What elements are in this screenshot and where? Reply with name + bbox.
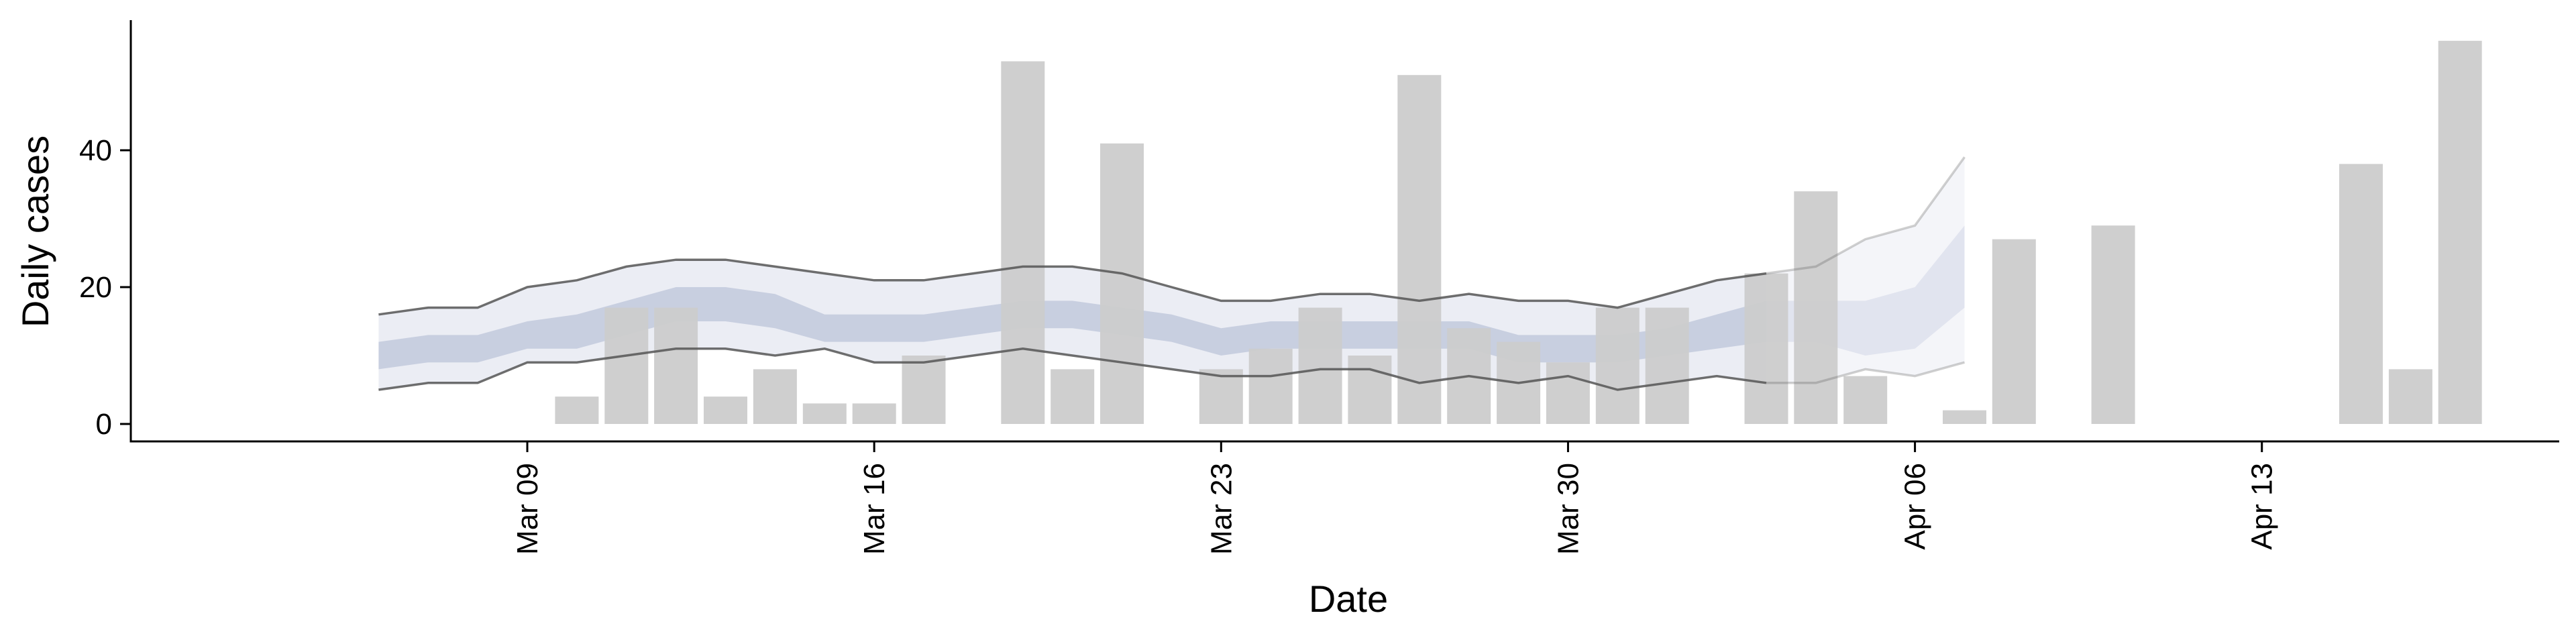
x-tick-label-2020-03-16: Mar 16 xyxy=(858,463,891,555)
bar-2020-03-30 xyxy=(1546,362,1590,424)
y-tick-label-0: 0 xyxy=(96,408,112,441)
bar-2020-03-14 xyxy=(753,369,797,424)
bar-2020-03-10 xyxy=(555,396,599,424)
bar-2020-04-17 xyxy=(2438,40,2482,425)
lower-bound-line-estimate xyxy=(378,347,1767,391)
bar-2020-03-13 xyxy=(704,396,747,424)
bar-2020-03-16 xyxy=(852,403,896,424)
upper-bound-line-forecast xyxy=(1766,156,1966,275)
bar-2020-04-16 xyxy=(2388,369,2432,424)
bar-2020-04-07 xyxy=(1943,410,1986,424)
upper-bound-line-estimate xyxy=(378,258,1767,316)
bar-2020-03-24 xyxy=(1248,348,1293,424)
bar-2020-03-12 xyxy=(654,307,698,424)
y-tick-label-20: 20 xyxy=(79,271,112,304)
bar-2020-04-05 xyxy=(1843,376,1888,424)
inner-band-estimate xyxy=(378,287,1767,370)
x-tick-label-2020-03-09: Mar 09 xyxy=(511,463,544,555)
x-tick-label-2020-04-13: Apr 13 xyxy=(2246,463,2279,550)
estimate-bounds-lines xyxy=(378,156,1966,391)
bar-2020-03-20 xyxy=(1051,369,1095,424)
bar-2020-03-11 xyxy=(604,307,649,424)
x-tick-label-2020-03-30: Mar 30 xyxy=(1552,463,1585,555)
bar-2020-03-27 xyxy=(1397,74,1442,425)
bar-2020-03-25 xyxy=(1298,307,1342,424)
bar-2020-04-08 xyxy=(1992,239,2036,424)
bar-2020-03-31 xyxy=(1595,307,1640,424)
bar-2020-04-01 xyxy=(1645,307,1689,424)
bar-2020-03-19 xyxy=(1001,61,1045,424)
x-tick-label-2020-03-23: Mar 23 xyxy=(1205,463,1238,555)
y-tick-label-40: 40 xyxy=(79,134,112,167)
x-axis-title: Date xyxy=(1309,578,1388,620)
bar-2020-03-21 xyxy=(1100,143,1144,425)
bar-2020-04-03 xyxy=(1744,273,1788,424)
bar-2020-03-26 xyxy=(1348,356,1392,424)
bar-2020-04-15 xyxy=(2339,164,2383,424)
bar-2020-04-04 xyxy=(1794,191,1838,424)
lower-bound-line-forecast xyxy=(1766,361,1965,384)
bar-2020-04-10 xyxy=(2091,225,2135,424)
bar-2020-03-17 xyxy=(902,356,946,424)
y-axis-title: Daily cases xyxy=(14,136,56,327)
bar-2020-03-15 xyxy=(802,403,847,424)
daily-case-bars xyxy=(555,40,2482,425)
axes: 0 20 40 Mar 09 Mar 16 Mar 23 Mar 30 Apr 06 Apr 1… xyxy=(79,20,2559,555)
bar-2020-03-23 xyxy=(1199,369,1243,424)
x-tick-label-2020-04-06: Apr 06 xyxy=(1899,463,1932,550)
